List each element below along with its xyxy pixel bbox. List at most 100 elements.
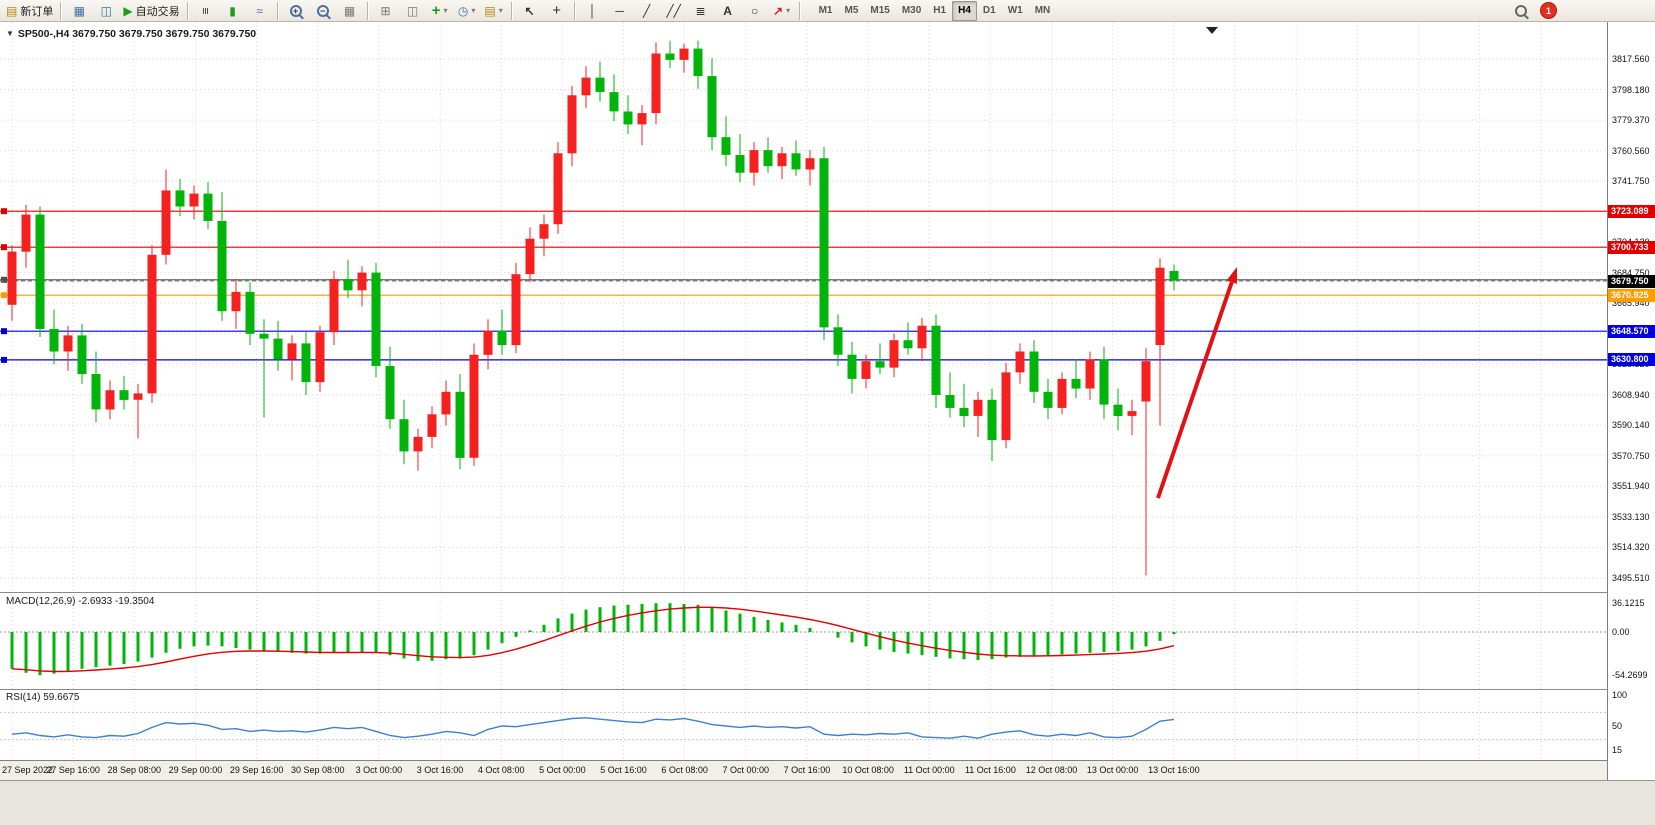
time-axis[interactable]: 27 Sep 2022 27 Sep 16:00 28 Sep 08:00 29 Se… xyxy=(0,760,1607,780)
rsi-axis-label: 15 xyxy=(1612,744,1623,755)
bars-chart-type-button[interactable]: ≡ xyxy=(193,1,219,21)
price-axis-label: 3608.940 xyxy=(1612,389,1650,400)
rsi-panel[interactable] xyxy=(0,689,1607,760)
tile-windows-button[interactable]: ▦ xyxy=(337,1,363,21)
timeframe-w1[interactable]: W1 xyxy=(1007,5,1023,16)
rsi-axis-label: 50 xyxy=(1612,721,1623,731)
time-axis-label: 6 Oct 08:00 xyxy=(661,765,708,775)
rsi-line xyxy=(11,717,1175,739)
timeframe-m30[interactable]: M30 xyxy=(901,5,922,16)
macd-panel[interactable] xyxy=(0,592,1607,689)
timeframe-m15[interactable]: M15 xyxy=(870,5,890,16)
time-axis-label: 5 Oct 16:00 xyxy=(600,765,647,775)
chevron-down-icon: ▾ xyxy=(786,5,791,15)
zoom-out-button[interactable]: − xyxy=(310,1,336,21)
toolbar-separator xyxy=(276,1,279,20)
add-indicator-button[interactable]: + ▾ xyxy=(427,1,453,21)
toolbar-separator xyxy=(186,1,189,20)
candles-chart-type-button[interactable]: ▮ xyxy=(220,1,246,21)
grid-group xyxy=(0,22,1607,592)
price-axis[interactable]: 3817.560 3798.180 3779.370 3760.560 3741.750… xyxy=(1607,22,1655,780)
horizontal-line-tool-button[interactable]: ─ xyxy=(607,1,633,21)
horizontal-lines-group xyxy=(0,208,1607,363)
auto-trading-icon: ▶ xyxy=(123,3,133,18)
macd-axis-label: -54.2699 xyxy=(1612,670,1648,681)
chart-window-button[interactable]: ▦ xyxy=(66,1,92,21)
time-axis-label: 13 Oct 16:00 xyxy=(1148,765,1200,775)
price-axis-label: 3514.320 xyxy=(1612,542,1650,553)
vertical-line-icon: │ xyxy=(588,3,597,18)
chart-title-text: SP500-,H4 3679.750 3679.750 3679.750 367… xyxy=(17,28,257,40)
timeframe-d1[interactable]: D1 xyxy=(982,5,996,16)
price-axis-label: 3570.750 xyxy=(1612,450,1650,461)
fibonacci-tool-button[interactable]: ≣ xyxy=(688,1,714,21)
zoom-in-icon: + xyxy=(289,4,302,17)
template-icon: ▤ xyxy=(484,3,496,18)
time-axis-label: 11 Oct 00:00 xyxy=(903,765,955,775)
profile-button[interactable]: ◫ xyxy=(93,1,119,21)
time-axis-label: 27 Sep 2022 xyxy=(2,765,54,775)
channel-icon: ╱╱ xyxy=(666,3,681,18)
time-axis-label: 7 Oct 16:00 xyxy=(783,765,831,775)
profile-icon: ◫ xyxy=(100,3,113,18)
price-axis-label: 3779.370 xyxy=(1612,115,1650,126)
crosshair-tool-button[interactable]: + xyxy=(544,1,570,21)
timeframe-h4[interactable]: H4 xyxy=(952,0,977,21)
auto-trading-button[interactable]: ▶ 自动交易 xyxy=(120,1,182,21)
price-axis-label: 3817.560 xyxy=(1612,54,1650,64)
cascade-windows-button[interactable]: ◫ xyxy=(400,1,426,21)
indicator-window-button[interactable]: ⊞ xyxy=(373,1,399,21)
time-axis-label: 12 Oct 08:00 xyxy=(1025,765,1078,775)
rsi-title: RSI(14) 59.6675 xyxy=(6,692,80,703)
channel-tool-button[interactable]: ╱╱ xyxy=(661,1,687,21)
price-axis-label: 3665.940 xyxy=(1612,298,1650,309)
price-axis-label: 3798.180 xyxy=(1612,84,1650,95)
time-axis-label: 7 Oct 00:00 xyxy=(722,765,770,775)
time-axis-label: 29 Sep 00:00 xyxy=(168,765,223,775)
price-axis-label: 3684.750 xyxy=(1612,267,1650,278)
scroll-marker xyxy=(1206,27,1218,34)
new-order-button[interactable]: ▤ 新订单 xyxy=(3,1,56,21)
last-price-badge: 3679.750 xyxy=(1608,274,1655,288)
timeframe-h1[interactable]: H1 xyxy=(933,5,947,16)
search-button[interactable] xyxy=(1508,1,1534,21)
cursor-tool-button[interactable]: ↖ xyxy=(517,1,543,21)
macd-title: MACD(12,26,9) -2.6933 -19.3504 xyxy=(6,596,155,607)
price-axis-label: 3551.940 xyxy=(1612,481,1650,492)
timeframe-m1[interactable]: M1 xyxy=(818,5,833,16)
macd-signal-line xyxy=(11,606,1175,673)
line-chart-type-button[interactable]: ≈ xyxy=(247,1,273,21)
arrow-tool-icon: ↗ xyxy=(773,3,784,18)
time-axis-label: 27 Sep 16:00 xyxy=(46,765,100,775)
trendline-icon: ╱ xyxy=(642,3,651,18)
timeframe-mn[interactable]: MN xyxy=(1034,5,1051,16)
new-order-label: 新订单 xyxy=(20,5,54,18)
zoom-in-button[interactable]: + xyxy=(283,1,309,21)
arrows-tool-button[interactable]: ↗ ▾ xyxy=(769,1,795,21)
price-level-badge: 3648.570 xyxy=(1608,324,1655,338)
toolbar-separator xyxy=(573,1,576,20)
chevron-down-icon: ▾ xyxy=(443,5,448,15)
line-chart-icon: ≈ xyxy=(256,3,263,18)
search-icon xyxy=(1515,4,1527,17)
shapes-tool-button[interactable]: ○ xyxy=(742,1,768,21)
add-indicator-icon: + xyxy=(431,2,441,19)
template-button[interactable]: ▤ ▾ xyxy=(481,1,507,21)
period-selector-button[interactable]: ◷ ▾ xyxy=(454,1,480,21)
candlestick-chart[interactable] xyxy=(0,22,1607,592)
price-axis-label: 3760.560 xyxy=(1612,145,1650,156)
price-axis-label: 3590.140 xyxy=(1612,420,1650,431)
chart-title: ▼ SP500-,H4 3679.750 3679.750 3679.750 3… xyxy=(6,28,256,40)
vertical-line-tool-button[interactable]: │ xyxy=(580,1,606,21)
timeframe-m5[interactable]: M5 xyxy=(844,5,859,16)
candlestick-chart-icon: ▮ xyxy=(229,3,236,18)
notification-badge[interactable]: 1 xyxy=(1540,2,1557,19)
chart-window-icon: ▦ xyxy=(73,3,86,18)
text-tool-button[interactable]: A xyxy=(715,1,741,21)
ellipse-icon: ○ xyxy=(750,3,759,18)
toolbar-separator xyxy=(366,1,369,20)
fibonacci-icon: ≣ xyxy=(695,3,706,18)
time-axis-label: 11 Oct 16:00 xyxy=(964,765,1016,775)
trendline-tool-button[interactable]: ╱ xyxy=(634,1,660,21)
cursor-icon: ↖ xyxy=(524,3,535,18)
